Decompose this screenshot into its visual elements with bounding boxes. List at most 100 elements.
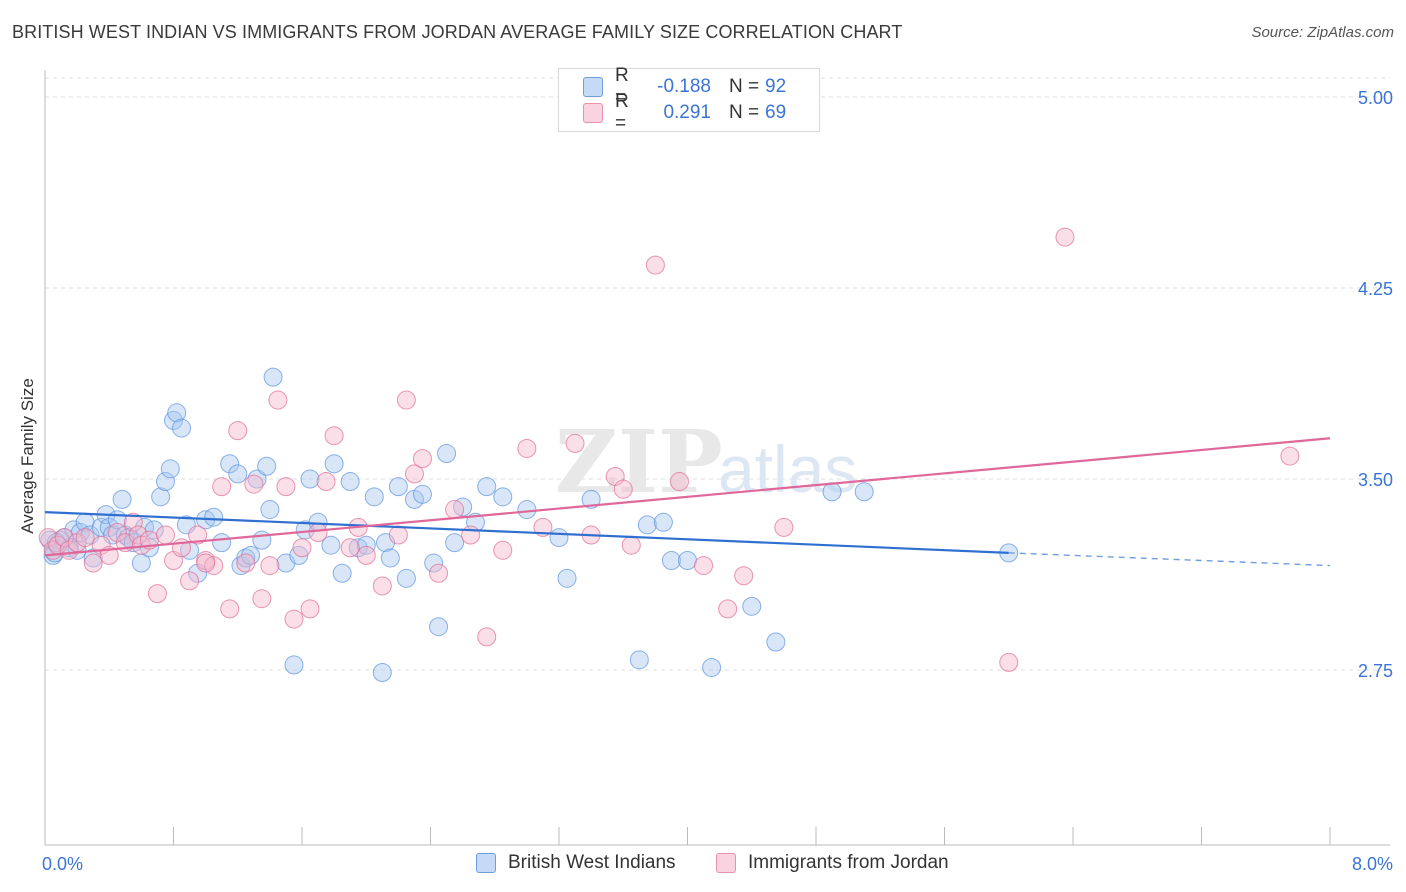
- point-british-west-indians: [300, 469, 320, 489]
- point-immigrants-from-jordan: [694, 556, 714, 576]
- chart-title: BRITISH WEST INDIAN VS IMMIGRANTS FROM J…: [12, 22, 903, 42]
- point-immigrants-from-jordan: [83, 553, 103, 573]
- point-british-west-indians: [661, 550, 681, 570]
- point-british-west-indians: [437, 444, 457, 464]
- point-british-west-indians: [160, 459, 180, 479]
- r-value: 0.291: [663, 102, 711, 123]
- point-immigrants-from-jordan: [212, 477, 232, 497]
- r-label: R =: [615, 91, 629, 134]
- stats-row-immigrants-from-jordan: R = 0.291 N = 69: [583, 91, 786, 134]
- point-immigrants-from-jordan: [308, 522, 328, 542]
- y-tick-label: 4.25: [1358, 279, 1393, 299]
- swatch-blue: [583, 77, 603, 97]
- grid-layer: [45, 77, 1390, 671]
- point-immigrants-from-jordan: [396, 390, 416, 410]
- point-british-west-indians: [332, 563, 352, 583]
- point-british-west-indians: [164, 410, 183, 430]
- n-value: 92: [765, 76, 787, 97]
- point-british-west-indians: [167, 403, 187, 423]
- watermark-atlas: atlas: [718, 432, 857, 506]
- legend-label: British West Indians: [508, 852, 676, 873]
- point-immigrants-from-jordan: [999, 652, 1019, 672]
- point-immigrants-from-jordan: [284, 609, 304, 629]
- point-immigrants-from-jordan: [477, 627, 497, 647]
- point-immigrants-from-jordan: [372, 576, 392, 596]
- point-immigrants-from-jordan: [565, 433, 585, 453]
- n-label: N =: [729, 76, 760, 97]
- point-british-west-indians: [629, 650, 649, 670]
- point-british-west-indians: [477, 477, 497, 497]
- point-immigrants-from-jordan: [517, 438, 537, 458]
- point-immigrants-from-jordan: [292, 538, 312, 558]
- point-british-west-indians: [340, 472, 360, 492]
- legend-item-immigrants-from-jordan[interactable]: Immigrants from Jordan: [716, 852, 949, 874]
- point-british-west-indians: [172, 418, 192, 438]
- legend-item-british-west-indians[interactable]: British West Indians: [476, 852, 676, 874]
- y-tick-label: 5.00: [1358, 88, 1393, 108]
- point-immigrants-from-jordan: [196, 553, 216, 573]
- point-immigrants-from-jordan: [147, 584, 167, 604]
- point-british-west-indians: [257, 456, 277, 476]
- point-british-west-indians: [412, 484, 432, 504]
- stats-row-british-west-indians: R = -0.188 N = 92: [583, 65, 787, 108]
- point-immigrants-from-jordan: [128, 525, 148, 545]
- axis-layer: [44, 70, 1390, 846]
- series-legend: British West Indians Immigrants from Jor…: [0, 852, 1406, 878]
- point-british-west-indians: [678, 550, 697, 570]
- point-british-west-indians: [549, 528, 569, 548]
- point-immigrants-from-jordan: [252, 589, 272, 609]
- y-axis-label: Average Family Size: [18, 378, 37, 534]
- point-immigrants-from-jordan: [180, 571, 200, 591]
- point-immigrants-from-jordan: [75, 528, 95, 548]
- point-immigrants-from-jordan: [461, 525, 481, 545]
- trendline-immigrants-from-jordan: [44, 437, 1331, 557]
- point-british-west-indians: [822, 482, 842, 502]
- point-immigrants-from-jordan: [204, 556, 224, 576]
- point-immigrants-from-jordan: [236, 553, 256, 573]
- point-british-west-indians: [155, 472, 175, 492]
- point-immigrants-from-jordan: [260, 556, 280, 576]
- point-immigrants-from-jordan: [107, 522, 127, 542]
- point-british-west-indians: [263, 367, 283, 387]
- x-tick-label-min: 0.0%: [42, 854, 83, 874]
- point-immigrants-from-jordan: [228, 421, 248, 441]
- point-british-west-indians: [854, 482, 874, 502]
- y-tick-label: 2.75: [1358, 661, 1393, 681]
- point-british-west-indians: [212, 533, 232, 553]
- point-british-west-indians: [637, 515, 657, 535]
- point-immigrants-from-jordan: [59, 540, 79, 560]
- legend-swatch-pink: [716, 853, 736, 873]
- n-label: N =: [729, 102, 760, 123]
- point-immigrants-from-jordan: [1280, 446, 1300, 466]
- point-immigrants-from-jordan: [429, 563, 449, 583]
- point-british-west-indians: [348, 538, 368, 558]
- point-immigrants-from-jordan: [220, 599, 240, 619]
- point-immigrants-from-jordan: [774, 517, 794, 537]
- point-immigrants-from-jordan: [123, 512, 143, 532]
- point-immigrants-from-jordan: [316, 472, 336, 492]
- point-immigrants-from-jordan: [734, 566, 754, 586]
- point-british-west-indians: [356, 535, 376, 555]
- point-immigrants-from-jordan: [324, 426, 344, 446]
- point-british-west-indians: [247, 469, 267, 489]
- point-immigrants-from-jordan: [155, 525, 175, 545]
- point-immigrants-from-jordan: [356, 545, 376, 565]
- point-british-west-indians: [284, 655, 304, 675]
- point-british-west-indians: [766, 632, 786, 652]
- watermark-zip: ZIP: [555, 412, 723, 513]
- point-immigrants-from-jordan: [188, 525, 208, 545]
- point-british-west-indians: [252, 530, 272, 550]
- source-credit: Source: ZipAtlas.com: [1251, 24, 1394, 41]
- r-label: R =: [615, 65, 629, 108]
- y-tick-label: 3.50: [1358, 470, 1393, 490]
- point-british-west-indians: [112, 489, 132, 509]
- point-british-west-indians: [260, 500, 280, 520]
- point-british-west-indians: [445, 533, 465, 553]
- point-british-west-indians: [653, 512, 673, 532]
- point-british-west-indians: [151, 487, 171, 507]
- point-british-west-indians: [220, 454, 240, 474]
- point-immigrants-from-jordan: [38, 528, 58, 548]
- trendline-british-west-indians: [44, 511, 1009, 554]
- point-immigrants-from-jordan: [388, 525, 408, 545]
- point-immigrants-from-jordan: [718, 599, 738, 619]
